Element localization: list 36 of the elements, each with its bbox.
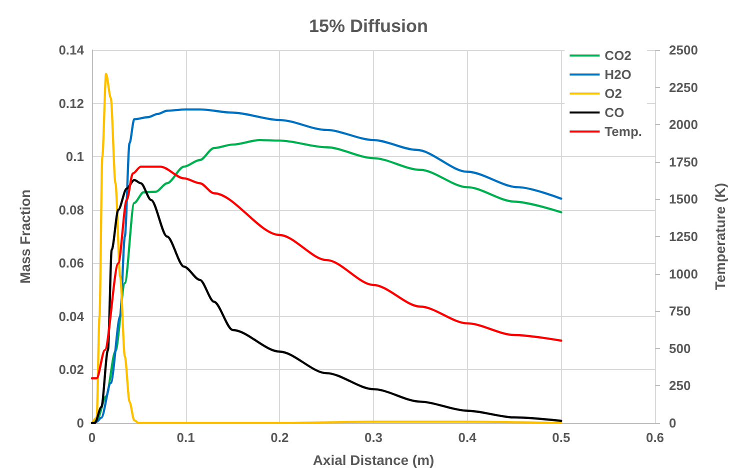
legend-label: CO2 bbox=[604, 48, 632, 63]
x-tick-label: 0.4 bbox=[458, 430, 478, 445]
line-series bbox=[90, 166, 562, 380]
legend-label: CO bbox=[604, 105, 624, 120]
y2-axis-title: Temperature (K) bbox=[712, 182, 728, 290]
x-tick-label: 0.3 bbox=[364, 430, 383, 445]
legend-label: H2O bbox=[604, 67, 632, 82]
y2-tick-label: 1500 bbox=[669, 192, 698, 207]
y2-tick-label: 0 bbox=[669, 416, 676, 430]
legend-label: O2 bbox=[604, 86, 622, 101]
y-tick-label: 0.08 bbox=[58, 202, 84, 218]
y2-tick-label: 1000 bbox=[669, 266, 698, 282]
y2-tick-label: 500 bbox=[669, 340, 691, 356]
y2-tick-label: 1750 bbox=[669, 154, 698, 170]
y-axis-title: Mass Fraction bbox=[17, 189, 33, 284]
y2-tick-label: 250 bbox=[669, 378, 691, 394]
y-tick-label: 0.06 bbox=[58, 256, 84, 271]
y2-tick-label: 2000 bbox=[669, 117, 698, 132]
x-axis-title: Axial Distance (m) bbox=[312, 452, 434, 468]
x-tick-label: 0 bbox=[88, 430, 96, 445]
y-tick-label: 0 bbox=[76, 416, 84, 430]
y2-tick-label: 1250 bbox=[669, 229, 698, 244]
y2-tick-label: 2250 bbox=[669, 80, 698, 95]
chart-title: 15% Diffusion bbox=[308, 16, 428, 36]
y-tick-label: 0.1 bbox=[66, 149, 84, 164]
y-tick-label: 0.02 bbox=[58, 362, 84, 378]
x-tick-label: 0.1 bbox=[176, 430, 195, 445]
y2-tick-label: 750 bbox=[669, 304, 691, 319]
x-tick-label: 0.2 bbox=[270, 430, 289, 445]
y-tick-label: 0.04 bbox=[58, 308, 85, 324]
x-tick-label: 0.6 bbox=[646, 430, 664, 445]
y-tick-label: 0.12 bbox=[58, 96, 84, 111]
x-tick-label: 0.5 bbox=[552, 430, 570, 445]
y2-tick-label: 2500 bbox=[669, 42, 698, 58]
y-tick-label: 0.14 bbox=[58, 42, 85, 58]
legend-label: Temp. bbox=[604, 124, 642, 139]
